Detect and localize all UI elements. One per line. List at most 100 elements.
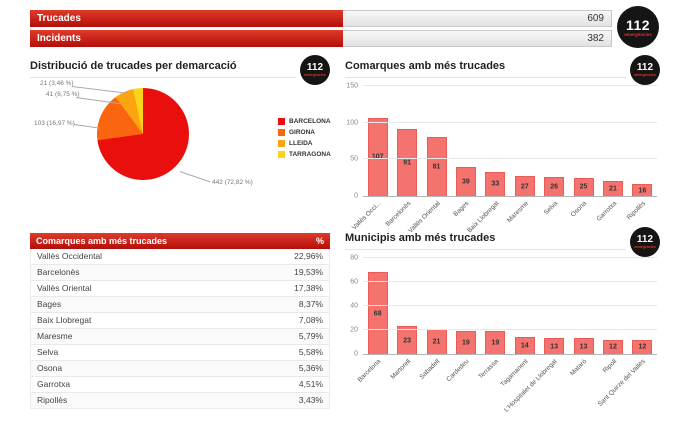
- trucades-label: Trucades: [30, 10, 343, 27]
- x-tick-label: Ripollès: [625, 200, 648, 222]
- legend-item-lleida: LLEIDA: [278, 140, 331, 147]
- emergencies-112-logo: 112 emergències: [630, 55, 660, 85]
- bar-cardedeu[interactable]: 19: [455, 331, 476, 354]
- bar-value-label: 81: [432, 163, 441, 171]
- bar-ripoll[interactable]: 12: [602, 339, 623, 354]
- bar-l-hospitalet-de-llobregat[interactable]: 13: [544, 338, 565, 354]
- bar-slot: 21: [422, 258, 451, 354]
- gridline: [363, 121, 657, 123]
- bar-value-label: 16: [638, 187, 647, 195]
- y-axis: 0 50 100 150: [345, 82, 361, 200]
- bar-slot: 19: [451, 258, 480, 354]
- demarcacio-pie-panel: Distribució de trucades per demarcació 1…: [30, 55, 331, 230]
- table-row[interactable]: Vallès Occidental 22,96%: [31, 249, 329, 265]
- comarques-table-body: Vallès Occidental 22,96% Barcelonès 19,53% V…: [30, 249, 330, 409]
- bar-selva[interactable]: 26: [544, 176, 565, 196]
- legend-item-girona: GIRONA: [278, 129, 331, 136]
- gridline: [363, 85, 657, 86]
- comarca-name: Barcelonès: [37, 267, 80, 277]
- bar-slot: 16: [628, 86, 657, 196]
- x-tick-label: Garrotxa: [595, 200, 618, 223]
- y-tick-label: 0: [354, 350, 358, 358]
- x-tick-label: Maresme: [505, 200, 530, 225]
- bar-bages[interactable]: 39: [455, 167, 476, 196]
- bar-barcelonès[interactable]: 91: [397, 129, 418, 196]
- trucades-value: 609: [343, 10, 612, 27]
- pie-label-barcelona: 442 (72,82 %): [212, 179, 253, 186]
- bar-terrassa[interactable]: 19: [485, 331, 506, 354]
- pie-label-tarragona: 21 (3,46 %): [40, 80, 74, 87]
- pie-panel-title: Distribució de trucades per demarcació: [30, 58, 296, 78]
- logo-number: 112: [636, 234, 654, 245]
- table-row[interactable]: Barcelonès 19,53%: [31, 265, 329, 281]
- table-row[interactable]: Baix Llobregat 7,08%: [31, 313, 329, 329]
- table-title: Comarques amb més trucades: [36, 236, 168, 246]
- x-tick-label: Bages: [452, 200, 471, 218]
- legend-label: LLEIDA: [289, 140, 313, 147]
- bar-baix-llobregat[interactable]: 33: [485, 171, 506, 196]
- bar-vallès-occi-[interactable]: 107: [367, 117, 388, 196]
- y-tick-label: 20: [350, 326, 358, 334]
- bar-vallès-oriental[interactable]: 81: [426, 136, 447, 196]
- table-row[interactable]: Selva 5,58%: [31, 345, 329, 361]
- bar-ripollès[interactable]: 16: [632, 184, 653, 196]
- comarca-name: Baix Llobregat: [37, 315, 92, 325]
- table-row[interactable]: Osona 5,36%: [31, 361, 329, 377]
- bar-value-label: 19: [491, 339, 500, 347]
- bar-maresme[interactable]: 27: [514, 176, 535, 196]
- comarca-name: Maresme: [37, 331, 73, 341]
- plot-area: 107 91 81 39 33 27 26 25 21 16: [363, 85, 657, 197]
- comarca-name: Garrotxa: [37, 379, 71, 389]
- x-tick-label: Sabadell: [418, 358, 442, 381]
- bar-barcelona[interactable]: 68: [367, 272, 388, 354]
- stat-row-trucades: Trucades 609: [30, 10, 612, 27]
- bar-slot: 19: [481, 258, 510, 354]
- bar-martorell[interactable]: 23: [397, 326, 418, 354]
- stat-row-incidents: Incidents 382: [30, 30, 612, 47]
- y-tick-label: 100: [346, 119, 358, 127]
- table-row[interactable]: Maresme 5,79%: [31, 329, 329, 345]
- bar-value-label: 107: [371, 153, 384, 161]
- comarca-percent: 5,36%: [298, 363, 323, 373]
- comarca-percent: 17,38%: [294, 283, 323, 293]
- bars: 68 23 21 19 19 14 13 13 12 12: [363, 258, 657, 354]
- bar-value-label: 33: [491, 180, 500, 188]
- bar-value-label: 19: [462, 339, 470, 347]
- x-tick-label: L'Hospitalet de Llobregat: [503, 358, 560, 414]
- x-tick-label: Terrassa: [477, 358, 501, 381]
- bar-sabadell[interactable]: 21: [426, 328, 447, 354]
- comarques-bar-chart: 0 50 100 150 107 91 81 39 33 27 26 25 21 16 Vallès O…: [345, 82, 660, 256]
- logo-number: 112: [306, 62, 324, 73]
- comarca-percent: 5,58%: [298, 347, 323, 357]
- pie-label-girona: 103 (16,97 %): [34, 120, 75, 127]
- bar-sant-quirze-del-vallès[interactable]: 12: [632, 339, 653, 354]
- x-tick-label: Tagamanent: [499, 358, 530, 389]
- y-tick-label: 150: [346, 82, 358, 90]
- demarcacio-pie-chart[interactable]: [97, 88, 189, 180]
- bar-tagamanent[interactable]: 14: [514, 337, 535, 354]
- plot-area: 68 23 21 19 19 14 13 13 12 12: [363, 257, 657, 355]
- table-row[interactable]: Ripollès 3,43%: [31, 393, 329, 408]
- bar-mataró[interactable]: 13: [573, 338, 594, 354]
- bar-slot: 26: [539, 86, 568, 196]
- bar-value-label: 68: [373, 310, 382, 318]
- table-row[interactable]: Garrotxa 4,51%: [31, 377, 329, 393]
- y-tick-label: 0: [354, 192, 358, 200]
- legend-swatch: [278, 151, 285, 158]
- bar-slot: 21: [598, 86, 627, 196]
- table-row[interactable]: Bages 8,37%: [31, 297, 329, 313]
- comarca-percent: 8,37%: [298, 299, 323, 309]
- x-tick-label: Vallès Occi...: [351, 200, 383, 232]
- emergencies-112-logo: 112 emergències: [617, 6, 659, 48]
- bar-value-label: 12: [609, 343, 617, 351]
- table-row[interactable]: Vallès Oriental 17,38%: [31, 281, 329, 297]
- leader-line: [73, 124, 100, 129]
- gridline: [363, 158, 657, 160]
- bar-slot: 13: [539, 258, 568, 354]
- legend-item-barcelona: BARCELONA: [278, 118, 331, 125]
- bar-garrotxa[interactable]: 21: [602, 180, 623, 196]
- y-tick-label: 60: [350, 278, 358, 286]
- logo-number: 112: [636, 62, 654, 73]
- bar-osona[interactable]: 25: [573, 177, 594, 196]
- bar-value-label: 26: [550, 183, 559, 191]
